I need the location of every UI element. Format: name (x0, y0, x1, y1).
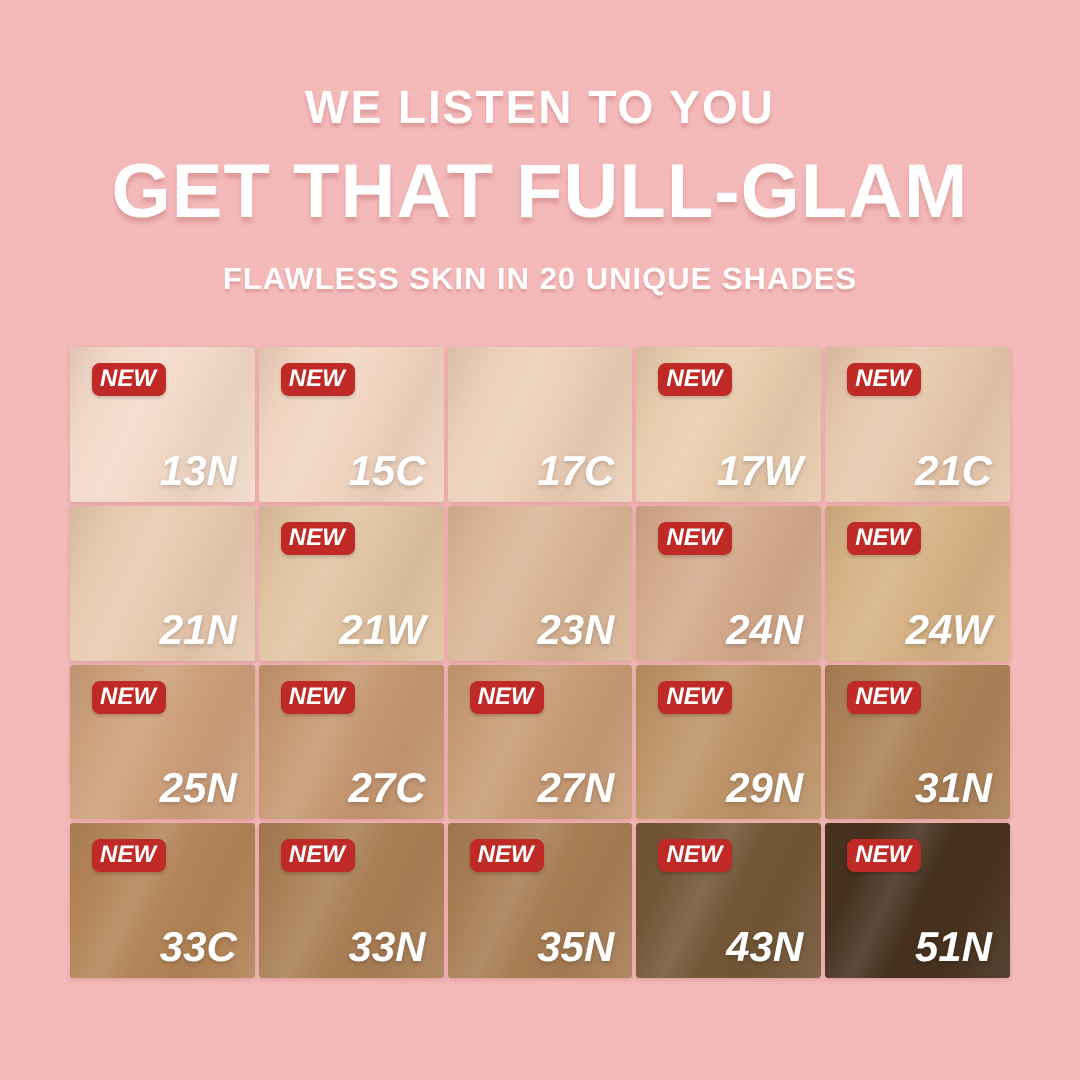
shade-grid: NEW 13N NEW 15C 17C NEW 17W NEW 21C 21N NEW 21W 23N N… (70, 347, 1010, 978)
shade-swatch-51n: NEW 51N (825, 823, 1010, 978)
shade-swatch-17c: 17C (447, 347, 633, 502)
new-badge: NEW (280, 363, 355, 396)
shade-swatch-33n: NEW 33N (258, 823, 444, 978)
new-badge: NEW (469, 680, 544, 714)
shade-swatch-29n: NEW 29N (636, 664, 822, 820)
shade-swatch-31n: NEW 31N (825, 664, 1010, 820)
new-badge: NEW (847, 839, 922, 873)
new-badge: NEW (658, 521, 733, 555)
new-badge: NEW (847, 363, 922, 396)
new-badge: NEW (280, 839, 355, 873)
new-badge: NEW (92, 680, 166, 714)
new-badge: NEW (92, 839, 166, 873)
shade-code-label: 27C (348, 764, 426, 812)
header-subtitle: FLAWLESS SKIN IN 20 UNIQUE SHADES (222, 261, 858, 296)
shade-code-label: 27N (537, 764, 615, 812)
promo-header: WE LISTEN TO YOU GET THAT FULL-GLAM FLAW… (0, 80, 1080, 297)
shade-swatch-21n: 21N (70, 505, 255, 661)
shade-code-label: 17W (716, 446, 804, 494)
new-badge: NEW (92, 363, 166, 396)
shade-swatch-23n: 23N (447, 505, 633, 661)
shade-swatch-35n: NEW 35N (447, 823, 633, 978)
header-tagline: WE LISTEN TO YOU (305, 81, 775, 133)
shade-code-label: 33C (159, 923, 237, 970)
shade-code-label: 15C (348, 446, 426, 494)
page-title: GET THAT FULL-GLAM (111, 149, 969, 234)
shade-swatch-17w: NEW 17W (636, 347, 822, 502)
shade-swatch-21c: NEW 21C (825, 347, 1010, 502)
shade-code-label: 33N (348, 923, 426, 970)
shade-code-label: 29N (726, 764, 804, 812)
shade-code-label: 25N (159, 764, 237, 812)
shade-code-label: 21W (339, 605, 426, 653)
new-badge: NEW (658, 680, 733, 714)
shade-swatch-27n: NEW 27N (447, 664, 633, 820)
new-badge: NEW (847, 680, 922, 714)
shade-code-label: 51N (914, 923, 992, 970)
new-badge: NEW (469, 839, 544, 873)
shade-swatch-33c: NEW 33C (70, 823, 255, 978)
shade-swatch-24n: NEW 24N (636, 505, 822, 661)
shade-code-label: 31N (914, 764, 992, 812)
shade-swatch-13n: NEW 13N (70, 347, 255, 502)
new-badge: NEW (280, 680, 355, 714)
shade-code-label: 43N (726, 923, 804, 970)
shade-code-label: 21N (159, 605, 237, 653)
new-badge: NEW (847, 521, 922, 555)
shade-code-label: 24W (905, 605, 992, 653)
shade-swatch-25n: NEW 25N (70, 664, 255, 820)
shade-code-label: 13N (159, 446, 237, 494)
shade-swatch-43n: NEW 43N (636, 823, 822, 978)
shade-swatch-27c: NEW 27C (258, 664, 444, 820)
shade-code-label: 35N (537, 923, 615, 970)
shade-code-label: 21C (914, 446, 992, 494)
new-badge: NEW (658, 363, 733, 396)
new-badge: NEW (280, 521, 355, 555)
shade-code-label: 23N (537, 605, 615, 653)
shade-code-label: 17C (537, 446, 615, 494)
new-badge: NEW (658, 839, 733, 873)
shade-swatch-21w: NEW 21W (258, 505, 444, 661)
shade-swatch-15c: NEW 15C (258, 347, 444, 502)
shade-code-label: 24N (726, 605, 804, 653)
shade-swatch-24w: NEW 24W (825, 505, 1010, 661)
